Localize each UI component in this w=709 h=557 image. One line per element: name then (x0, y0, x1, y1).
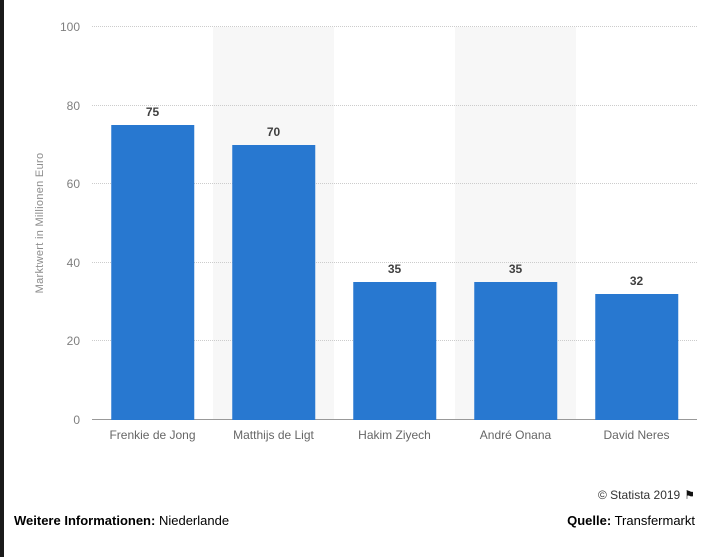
category-column: 70 (213, 27, 334, 420)
y-tick-label: 80 (66, 98, 80, 113)
y-gridline (92, 261, 697, 263)
source-label: Quelle: (567, 513, 612, 528)
source-value: Transfermarkt (614, 513, 695, 528)
value-label: 32 (629, 274, 644, 289)
more-info-value: Niederlande (158, 513, 230, 528)
value-label: 35 (508, 262, 523, 277)
copyright-line: © Statista 2019 ⚑ (598, 488, 695, 502)
x-category-label: Hakim Ziyech (358, 428, 431, 442)
bar[interactable] (473, 282, 558, 420)
bar-columns: 75 70 35 35 32 (92, 27, 697, 420)
bar[interactable] (352, 282, 437, 420)
bar[interactable] (110, 125, 195, 420)
category-column: 35 (455, 27, 576, 420)
more-info: Weitere Informationen: Niederlande (14, 513, 229, 528)
x-category-label: André Onana (479, 428, 552, 442)
statista-flag-icon: ⚑ (684, 488, 695, 502)
y-tick-label: 0 (73, 413, 80, 427)
y-tick-label: 100 (59, 20, 80, 34)
y-gridline (92, 183, 697, 185)
footer-row: Weitere Informationen: Niederlande Quell… (14, 513, 695, 528)
plot-area: 0 20 40 60 80 100 75 70 35 35 32 (60, 20, 697, 427)
y-tick-label: 40 (66, 255, 80, 270)
value-label: 75 (145, 105, 160, 120)
source: Quelle: Transfermarkt (567, 513, 695, 528)
y-gridline (92, 104, 697, 106)
category-column: 35 (334, 27, 455, 420)
more-info-label: Weitere Informationen: (14, 513, 156, 528)
bar[interactable] (231, 144, 316, 420)
x-axis-labels: Frenkie de Jong Matthijs de Ligt Hakim Ziy… (92, 428, 697, 442)
value-label: 70 (266, 124, 281, 139)
value-label: 35 (387, 262, 402, 277)
y-tick-label: 60 (66, 177, 80, 192)
x-category-label: Frenkie de Jong (109, 428, 196, 442)
y-gridline (92, 26, 697, 27)
category-column: 32 (576, 27, 697, 420)
category-column: 75 (92, 27, 213, 420)
bar[interactable] (594, 294, 679, 420)
x-category-label: David Neres (603, 428, 670, 442)
x-category-label: Matthijs de Ligt (233, 428, 314, 442)
y-tick-label: 20 (66, 334, 80, 349)
left-border (0, 0, 4, 557)
copyright-text: © Statista 2019 (598, 488, 681, 502)
y-axis-title: Marktwert in Millionen Euro (34, 152, 46, 294)
